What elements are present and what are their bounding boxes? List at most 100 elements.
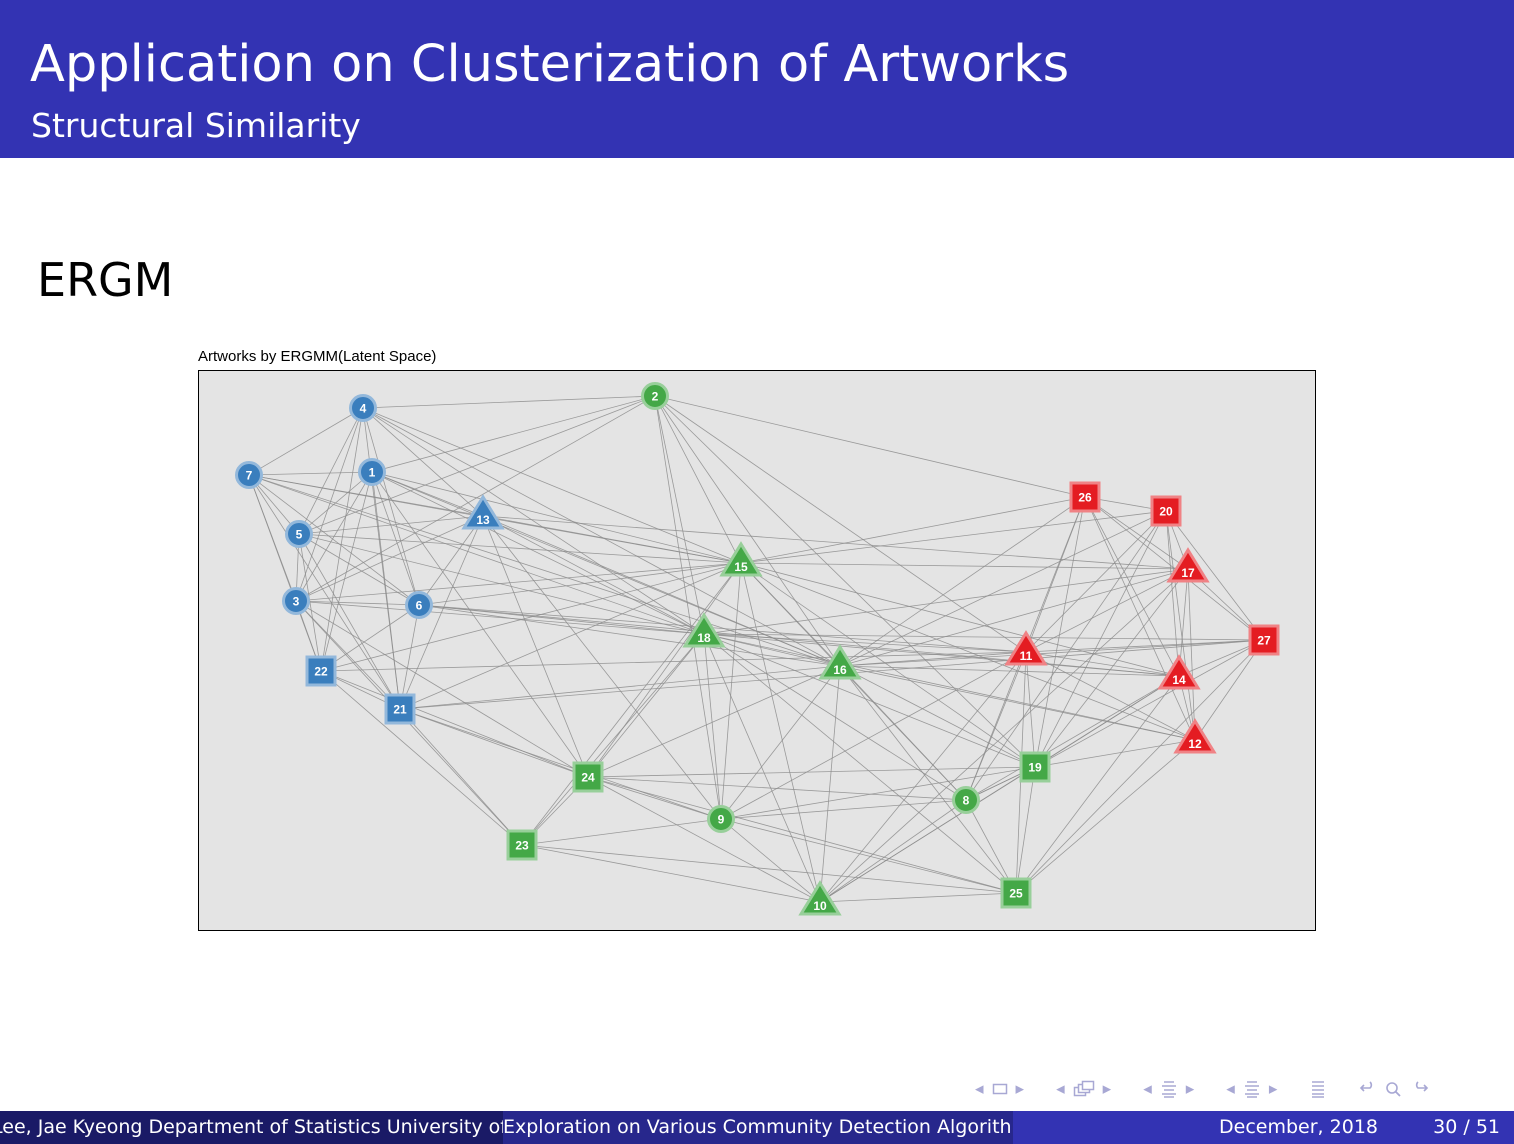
edge-9-10 (720, 818, 821, 903)
edge-13-21 (399, 515, 484, 710)
nav-section-prev-icon[interactable]: ◂ (1226, 1079, 1235, 1099)
nav-back-icon[interactable] (1359, 1081, 1377, 1097)
edge-16-10 (819, 665, 841, 903)
edge-4-13 (362, 407, 484, 517)
edge-2-19 (654, 395, 1036, 768)
nav-slide-icon[interactable] (992, 1082, 1008, 1096)
node-19: 19 (1019, 751, 1051, 783)
edge-18-17 (703, 568, 1189, 635)
edge-13-24 (482, 515, 589, 778)
nav-slide-next-icon[interactable]: ▸ (1015, 1079, 1025, 1099)
edge-19-24 (587, 766, 1036, 778)
nav-document-icon[interactable] (1309, 1080, 1327, 1098)
edge-5-15 (298, 533, 742, 564)
edge-13-18 (482, 515, 705, 635)
edge-22-23 (320, 670, 523, 846)
edge-26-12 (1084, 496, 1196, 741)
edge-27-25 (1015, 639, 1265, 894)
node-16-label: 16 (833, 663, 847, 677)
edge-4-7 (248, 407, 364, 476)
node-25-shape (1000, 877, 1032, 909)
node-5: 5 (285, 520, 313, 548)
edge-26-19 (1034, 496, 1086, 768)
figure-title: Artworks by ERGMM(Latent Space) (198, 348, 436, 365)
nav-frame-prev-icon[interactable]: ◂ (1056, 1079, 1065, 1099)
edge-22-15 (320, 562, 742, 672)
edge-24-8 (587, 776, 967, 801)
nav-subsection-next-icon[interactable]: ▸ (1185, 1079, 1195, 1099)
node-11-label: 11 (1020, 649, 1033, 663)
edge-6-21 (399, 604, 420, 710)
edge-21-23 (399, 708, 523, 846)
node-18-label: 18 (697, 631, 711, 645)
node-6-label: 6 (416, 599, 423, 613)
node-14: 14 (1157, 654, 1201, 690)
edge-11-20 (1025, 510, 1167, 653)
node-25-label: 25 (1009, 887, 1023, 901)
edge-12-19 (1034, 739, 1196, 768)
nav-subsection-prev-icon[interactable]: ◂ (1143, 1079, 1152, 1099)
edge-23-25 (521, 844, 1017, 894)
edge-18-23 (521, 633, 705, 846)
edge-7-21 (248, 474, 401, 710)
edge-7-6 (248, 474, 420, 606)
edge-10-17 (819, 568, 1189, 903)
edge-15-26 (740, 496, 1086, 564)
edge-4-2 (362, 395, 656, 409)
nav-frame-icon[interactable] (1073, 1080, 1095, 1098)
node-7-shape (235, 461, 263, 489)
edge-11-10 (819, 651, 1027, 903)
edge-2-11 (654, 395, 1027, 653)
node-3-label: 3 (293, 595, 300, 609)
node-12-label: 12 (1188, 737, 1202, 751)
edge-18-24 (587, 633, 705, 778)
edge-15-17 (740, 562, 1189, 570)
node-1: 1 (358, 458, 386, 486)
node-22-label: 22 (314, 665, 328, 679)
edge-16-19 (839, 665, 1036, 768)
edge-1-16 (371, 471, 841, 667)
node-23-label: 23 (515, 839, 529, 853)
edge-6-11 (418, 604, 1027, 653)
node-4: 4 (349, 394, 377, 422)
nav-frame-next-icon[interactable]: ▸ (1102, 1079, 1112, 1099)
nav-section-next-icon[interactable]: ▸ (1268, 1079, 1278, 1099)
edge-18-10 (703, 633, 821, 903)
node-19-label: 19 (1028, 761, 1042, 775)
edge-1-18 (371, 471, 705, 635)
nav-search-icon[interactable] (1385, 1081, 1403, 1097)
edge-11-17 (1025, 568, 1189, 653)
node-17-shape (1166, 547, 1210, 583)
nav-subsection-icon[interactable] (1160, 1080, 1178, 1098)
edge-3-13 (295, 515, 484, 602)
node-26: 26 (1069, 481, 1101, 513)
node-8-shape (952, 786, 980, 814)
node-9-label: 9 (718, 813, 725, 827)
footer-right: December, 2018 30 / 51 (1013, 1111, 1514, 1144)
node-21: 21 (384, 693, 416, 725)
edge-18-25 (703, 633, 1017, 894)
nav-forward-icon[interactable] (1411, 1081, 1429, 1097)
nav-slide-prev-icon[interactable]: ◂ (975, 1079, 984, 1099)
node-27-shape (1248, 624, 1280, 656)
edge-1-24 (371, 471, 589, 778)
edge-3-6 (295, 600, 420, 606)
node-1-shape (358, 458, 386, 486)
edge-5-6 (298, 533, 420, 606)
edge-11-19 (1025, 651, 1036, 768)
slide-title: Application on Clusterization of Artwork… (30, 35, 1070, 94)
edge-5-13 (298, 515, 484, 535)
edge-5-21 (298, 533, 401, 710)
edge-16-24 (587, 665, 841, 778)
edge-23-10 (521, 844, 821, 903)
node-3-shape (282, 587, 310, 615)
nav-section-icon[interactable] (1243, 1080, 1261, 1098)
edge-3-18 (295, 600, 705, 635)
node-18: 18 (682, 612, 726, 648)
edge-13-15 (482, 515, 742, 564)
edge-14-25 (1015, 675, 1180, 894)
edge-4-3 (295, 407, 364, 602)
node-2-label: 2 (652, 390, 659, 404)
node-5-shape (285, 520, 313, 548)
